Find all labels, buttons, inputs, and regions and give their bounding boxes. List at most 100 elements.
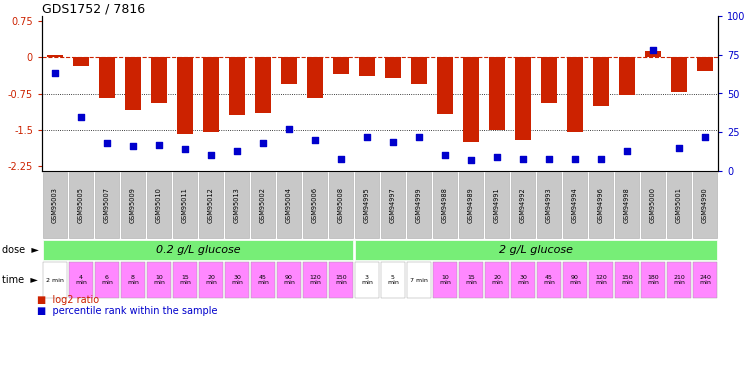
FancyBboxPatch shape: [562, 262, 587, 298]
Point: [413, 134, 425, 140]
Point: [309, 137, 321, 143]
Point: [101, 140, 113, 146]
Text: 150
min: 150 min: [621, 274, 633, 285]
FancyBboxPatch shape: [485, 172, 509, 238]
Text: GSM95002: GSM95002: [260, 187, 266, 223]
Text: GSM95000: GSM95000: [650, 187, 656, 223]
Bar: [464, 57, 479, 142]
Point: [673, 145, 685, 151]
Bar: [567, 57, 583, 132]
FancyBboxPatch shape: [407, 262, 432, 298]
FancyBboxPatch shape: [121, 262, 145, 298]
Text: 3
min: 3 min: [361, 274, 373, 285]
Text: time  ►: time ►: [2, 275, 38, 285]
Text: GSM94989: GSM94989: [468, 187, 474, 223]
Text: 5
min: 5 min: [387, 274, 399, 285]
Text: 20
min: 20 min: [491, 274, 503, 285]
Text: 8
min: 8 min: [127, 274, 139, 285]
FancyBboxPatch shape: [536, 262, 561, 298]
Bar: [203, 57, 219, 132]
FancyBboxPatch shape: [329, 172, 353, 238]
Text: GSM94990: GSM94990: [702, 187, 708, 223]
Text: 120
min: 120 min: [309, 274, 321, 285]
Point: [75, 114, 87, 120]
FancyBboxPatch shape: [43, 240, 353, 260]
Point: [699, 134, 711, 140]
FancyBboxPatch shape: [173, 172, 197, 238]
Text: GSM95012: GSM95012: [208, 187, 214, 223]
Text: 30
min: 30 min: [231, 274, 243, 285]
Point: [49, 70, 61, 76]
FancyBboxPatch shape: [251, 262, 275, 298]
FancyBboxPatch shape: [693, 262, 717, 298]
FancyBboxPatch shape: [147, 172, 171, 238]
Text: 15
min: 15 min: [179, 274, 191, 285]
Point: [439, 153, 451, 159]
FancyBboxPatch shape: [225, 262, 249, 298]
Bar: [541, 57, 557, 103]
FancyBboxPatch shape: [407, 172, 432, 238]
Bar: [697, 57, 713, 71]
Bar: [593, 57, 609, 106]
FancyBboxPatch shape: [589, 262, 613, 298]
Bar: [307, 57, 323, 98]
Text: GSM94997: GSM94997: [390, 187, 396, 223]
Text: 0.2 g/L glucose: 0.2 g/L glucose: [155, 245, 240, 255]
FancyBboxPatch shape: [277, 172, 301, 238]
Bar: [125, 57, 141, 111]
Text: 10
min: 10 min: [439, 274, 451, 285]
Point: [465, 157, 477, 163]
Text: 45
min: 45 min: [257, 274, 269, 285]
Text: 30
min: 30 min: [517, 274, 529, 285]
Bar: [671, 57, 687, 92]
Bar: [437, 57, 453, 114]
Bar: [99, 57, 115, 98]
Point: [543, 156, 555, 162]
Point: [205, 153, 217, 159]
FancyBboxPatch shape: [121, 172, 145, 238]
Text: GSM94988: GSM94988: [442, 187, 448, 223]
Text: GSM94993: GSM94993: [546, 187, 552, 223]
FancyBboxPatch shape: [459, 262, 483, 298]
Text: 7 min: 7 min: [410, 278, 428, 282]
Point: [127, 143, 139, 149]
Text: GSM95006: GSM95006: [312, 187, 318, 223]
Text: GSM95003: GSM95003: [52, 187, 58, 223]
Text: ■  log2 ratio: ■ log2 ratio: [37, 295, 99, 305]
Point: [231, 148, 243, 154]
Point: [283, 126, 295, 132]
Text: GDS1752 / 7816: GDS1752 / 7816: [42, 2, 145, 15]
FancyBboxPatch shape: [589, 172, 613, 238]
Bar: [619, 57, 635, 95]
Bar: [333, 57, 349, 74]
FancyBboxPatch shape: [511, 262, 535, 298]
FancyBboxPatch shape: [199, 262, 223, 298]
Text: GSM94995: GSM94995: [364, 187, 370, 223]
FancyBboxPatch shape: [68, 172, 93, 238]
FancyBboxPatch shape: [667, 262, 691, 298]
FancyBboxPatch shape: [43, 172, 67, 238]
FancyBboxPatch shape: [277, 262, 301, 298]
FancyBboxPatch shape: [433, 262, 458, 298]
FancyBboxPatch shape: [68, 262, 93, 298]
Text: 20
min: 20 min: [205, 274, 217, 285]
Bar: [255, 57, 271, 113]
FancyBboxPatch shape: [641, 172, 665, 238]
Point: [647, 47, 659, 53]
Point: [491, 154, 503, 160]
Point: [387, 138, 399, 144]
FancyBboxPatch shape: [536, 172, 561, 238]
Point: [257, 140, 269, 146]
Text: GSM95007: GSM95007: [104, 187, 110, 223]
FancyBboxPatch shape: [433, 172, 458, 238]
FancyBboxPatch shape: [381, 262, 405, 298]
FancyBboxPatch shape: [43, 262, 67, 298]
Bar: [281, 57, 297, 84]
Point: [335, 156, 347, 162]
Text: ■  percentile rank within the sample: ■ percentile rank within the sample: [37, 306, 217, 316]
Bar: [490, 57, 504, 130]
Point: [153, 142, 165, 148]
Text: GSM94992: GSM94992: [520, 187, 526, 223]
Bar: [411, 57, 427, 84]
Bar: [47, 55, 62, 57]
